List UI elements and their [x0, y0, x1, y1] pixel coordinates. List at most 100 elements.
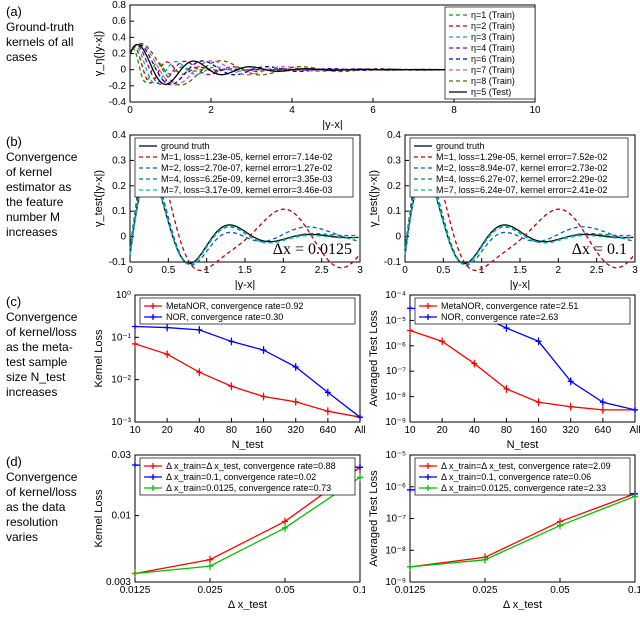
svg-text:0.1: 0.1: [387, 206, 401, 217]
svg-text:M=1, loss=1.23e-05, kernel err: M=1, loss=1.23e-05, kernel error=7.14e-0…: [161, 152, 332, 162]
svg-text:γ_test(|y-x|): γ_test(|y-x|): [93, 170, 105, 227]
svg-text:0.6: 0.6: [112, 16, 126, 27]
svg-text:0: 0: [395, 232, 401, 243]
svg-text:M=2, loss=2.70e-07, kernel err: M=2, loss=2.70e-07, kernel error=1.27e-0…: [161, 163, 332, 173]
svg-text:10⁻⁵: 10⁻⁵: [385, 450, 406, 461]
svg-text:0.1: 0.1: [628, 585, 640, 596]
svg-text:N_test: N_test: [232, 439, 264, 450]
svg-text:0: 0: [127, 265, 133, 276]
svg-text:0: 0: [402, 265, 408, 276]
svg-text:20: 20: [437, 425, 449, 436]
panel-b-plots: 00.511.522.53-0.100.10.20.30.4|y-x|γ_tes…: [90, 130, 640, 290]
svg-text:1.5: 1.5: [238, 265, 252, 276]
panel-d-tag: (d): [6, 454, 22, 469]
svg-text:10⁻⁴: 10⁻⁴: [385, 290, 406, 301]
svg-text:320: 320: [562, 425, 579, 436]
svg-text:0.025: 0.025: [472, 585, 497, 596]
svg-text:0: 0: [120, 65, 126, 76]
svg-text:80: 80: [226, 425, 238, 436]
svg-text:0.05: 0.05: [275, 585, 295, 596]
panel-a: (a) Ground-truth kernels of all cases 0 2…: [0, 0, 640, 130]
svg-text:Δ x_test: Δ x_test: [228, 599, 267, 610]
svg-text:10⁻⁷: 10⁻⁷: [386, 366, 406, 377]
svg-text:Δx = 0.0125: Δx = 0.0125: [273, 241, 352, 258]
svg-text:Δx = 0.1: Δx = 0.1: [572, 241, 627, 258]
svg-text:Averaged Test Loss: Averaged Test Loss: [368, 470, 380, 567]
svg-text:2: 2: [556, 265, 562, 276]
svg-text:Kernel Loss: Kernel Loss: [93, 329, 105, 388]
svg-text:1.5: 1.5: [513, 265, 527, 276]
svg-text:|y-x|: |y-x|: [235, 279, 255, 290]
svg-text:6: 6: [370, 105, 376, 116]
panel-a-tag: (a): [6, 4, 22, 19]
svg-text:η=1 (Train): η=1 (Train): [471, 10, 515, 20]
svg-text:10⁻⁵: 10⁻⁵: [385, 315, 406, 326]
svg-text:160: 160: [530, 425, 547, 436]
svg-text:|y-x|: |y-x|: [510, 279, 530, 290]
panel-b: (b) Convergence of kernel estimator as t…: [0, 130, 640, 290]
svg-text:0.5: 0.5: [161, 265, 175, 276]
svg-text:80: 80: [501, 425, 513, 436]
panel-b-right-svg: 00.511.522.53-0.100.10.20.30.4|y-x|γ_tes…: [365, 130, 640, 290]
panel-b-left-svg: 00.511.522.53-0.100.10.20.30.4|y-x|γ_tes…: [90, 130, 365, 290]
svg-text:Δ x_train=0.1, convergence rat: Δ x_train=0.1, convergence rate=0.06: [441, 472, 591, 482]
svg-text:0.2: 0.2: [112, 49, 126, 60]
svg-text:M=7, loss=6.24e-07, kernel err: M=7, loss=6.24e-07, kernel error=2.41e-0…: [436, 185, 607, 195]
svg-text:η=5 (Test): η=5 (Test): [471, 87, 511, 97]
panel-d-right-svg: 0.01250.0250.050.110⁻⁹10⁻⁸10⁻⁷10⁻⁶10⁻⁵Δ …: [365, 450, 640, 610]
svg-text:2: 2: [208, 105, 214, 116]
svg-text:0.4: 0.4: [112, 130, 126, 141]
svg-text:1: 1: [204, 265, 210, 276]
svg-text:0.8: 0.8: [112, 0, 126, 11]
svg-text:M=2, loss=8.94e-07, kernel err: M=2, loss=8.94e-07, kernel error=2.73e-0…: [436, 163, 607, 173]
svg-text:η=2 (Train): η=2 (Train): [471, 21, 515, 31]
svg-text:0.3: 0.3: [112, 155, 126, 166]
panel-a-text: Ground-truth kernels of all cases: [6, 20, 74, 64]
svg-text:1: 1: [479, 265, 485, 276]
svg-text:10⁰: 10⁰: [116, 290, 131, 301]
svg-text:10⁻⁸: 10⁻⁸: [385, 545, 406, 556]
svg-text:Δ x_train=0.1, convergence rat: Δ x_train=0.1, convergence rate=0.02: [166, 472, 316, 482]
panel-d-label: (d) Convergence of kernel/loss as the da…: [0, 450, 90, 610]
svg-text:MetaNOR, convergence rate=2.51: MetaNOR, convergence rate=2.51: [441, 301, 578, 311]
panel-c-label: (c) Convergence of kernel/loss as the me…: [0, 290, 90, 450]
svg-text:0.05: 0.05: [550, 585, 570, 596]
svg-text:M=4, loss=6.27e-07, kernel err: M=4, loss=6.27e-07, kernel error=2.29e-0…: [436, 174, 607, 184]
svg-text:0: 0: [120, 232, 126, 243]
panel-d-left-svg: 0.01250.0250.050.10.0030.010.03Δ x_testK…: [90, 450, 365, 610]
svg-text:0.5: 0.5: [436, 265, 450, 276]
svg-text:Kernel Loss: Kernel Loss: [93, 489, 105, 548]
panel-c-plots: 10204080160320640All10⁻³10⁻²10⁻¹10⁰N_tes…: [90, 290, 640, 450]
panel-d: (d) Convergence of kernel/loss as the da…: [0, 450, 640, 610]
svg-text:2: 2: [281, 265, 287, 276]
svg-text:-0.1: -0.1: [109, 257, 127, 268]
svg-text:Δ x_train=0.0125, convergence: Δ x_train=0.0125, convergence rate=0.73: [166, 483, 331, 493]
svg-text:10⁻⁸: 10⁻⁸: [385, 392, 406, 403]
svg-text:Δ x_train=Δ x_test, convergenc: Δ x_train=Δ x_test, convergence rate=0.8…: [166, 461, 336, 471]
svg-text:2.5: 2.5: [590, 265, 604, 276]
svg-text:M=4, loss=6.25e-09, kernel err: M=4, loss=6.25e-09, kernel error=3.35e-0…: [161, 174, 332, 184]
svg-text:Δ x_train=Δ x_test, convergenc: Δ x_train=Δ x_test, convergence rate=2.0…: [441, 461, 611, 471]
svg-text:η=3 (Train): η=3 (Train): [471, 32, 515, 42]
svg-text:0.3: 0.3: [387, 155, 401, 166]
svg-text:NOR, convergence rate=2.63: NOR, convergence rate=2.63: [441, 312, 558, 322]
svg-text:MetaNOR, convergence rate=0.92: MetaNOR, convergence rate=0.92: [166, 301, 303, 311]
svg-text:10⁻¹: 10⁻¹: [111, 332, 131, 343]
svg-text:NOR, convergence rate=0.30: NOR, convergence rate=0.30: [166, 312, 283, 322]
svg-text:2.5: 2.5: [315, 265, 329, 276]
panel-c-left-svg: 10204080160320640All10⁻³10⁻²10⁻¹10⁰N_tes…: [90, 290, 365, 450]
svg-text:40: 40: [194, 425, 206, 436]
panel-c-text: Convergence of kernel/loss as the meta-t…: [6, 310, 77, 399]
svg-text:40: 40: [469, 425, 481, 436]
panel-d-text: Convergence of kernel/loss as the data r…: [6, 470, 77, 544]
svg-text:0.1: 0.1: [353, 585, 365, 596]
figure: (a) Ground-truth kernels of all cases 0 2…: [0, 0, 640, 610]
svg-text:3: 3: [357, 265, 363, 276]
svg-text:0.03: 0.03: [112, 450, 132, 461]
svg-text:ground truth: ground truth: [161, 141, 210, 151]
panel-b-label: (b) Convergence of kernel estimator as t…: [0, 130, 90, 290]
svg-text:20: 20: [162, 425, 174, 436]
svg-text:10: 10: [404, 425, 416, 436]
svg-text:All: All: [629, 425, 640, 436]
svg-text:Averaged Test Loss: Averaged Test Loss: [368, 310, 380, 407]
